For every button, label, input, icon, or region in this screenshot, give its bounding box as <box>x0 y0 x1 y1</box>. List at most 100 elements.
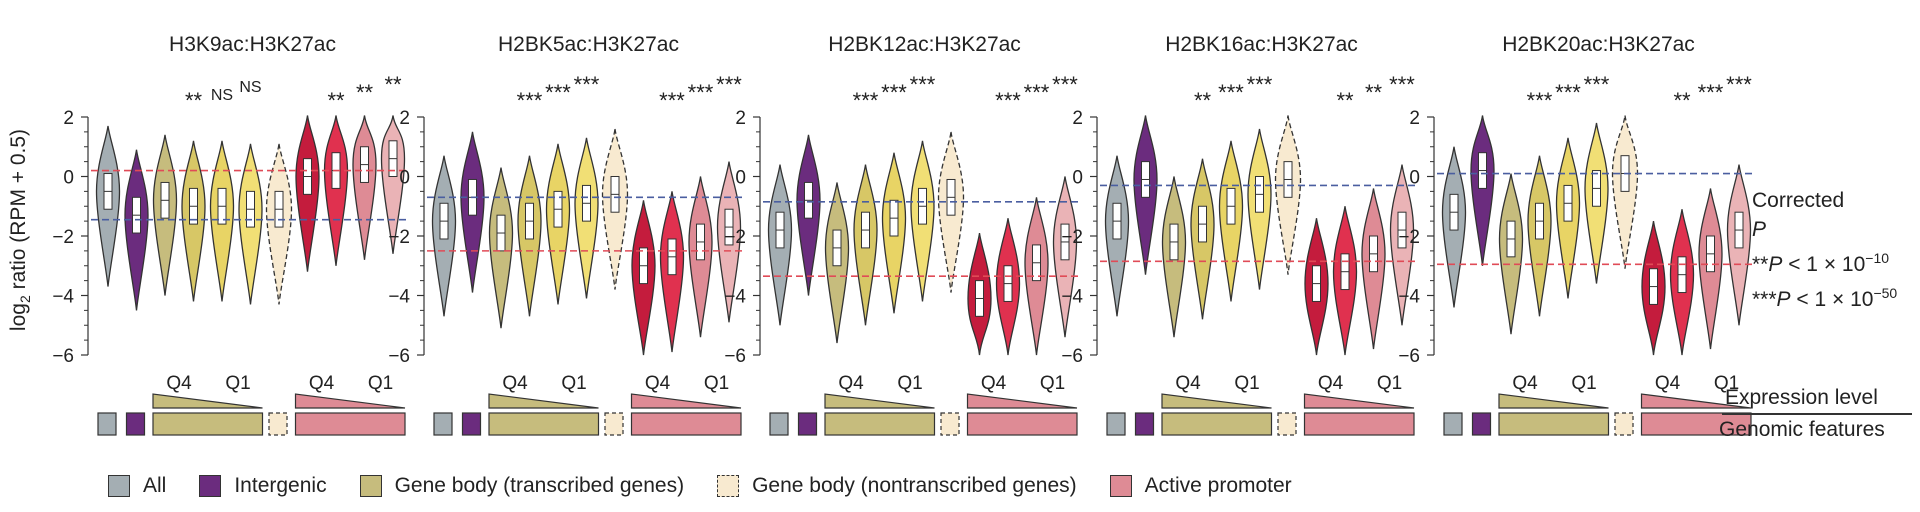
panel-title: H2BK16ac:H3K27ac <box>1165 33 1358 56</box>
expression-quartile-label: Q4 <box>1175 373 1201 394</box>
feature-box-gene-body <box>824 412 936 436</box>
feature-legend: All Intergenic Gene body (transcribed ge… <box>108 470 1325 502</box>
feature-box-all <box>769 412 789 436</box>
panel-title: H2BK5ac:H3K27ac <box>498 33 679 56</box>
significance-mark: *** <box>1527 88 1553 113</box>
feature-box-intergenic <box>461 412 482 436</box>
panel-title: H2BK12ac:H3K27ac <box>828 33 1021 56</box>
feature-box-nontranscribed <box>1614 412 1634 436</box>
feature-box-nontranscribed <box>1277 412 1297 436</box>
legend-item-intergenic: Intergenic <box>199 474 327 498</box>
y-tick-label: −2 <box>1398 227 1420 248</box>
significance-mark: NS <box>211 87 233 104</box>
significance-mark: *** <box>1052 72 1078 97</box>
legend-label-nontranscribed: Gene body (nontranscribed genes) <box>752 474 1077 497</box>
significance-mark: *** <box>688 80 714 105</box>
expression-quartile-label: Q4 <box>166 373 192 394</box>
y-tick-label: 0 <box>735 168 746 189</box>
feature-box-promoter <box>1303 412 1415 436</box>
expression-quartile-label: Q1 <box>1571 373 1596 394</box>
feature-box-promoter <box>294 412 406 436</box>
feature-box-nontranscribed <box>604 412 624 436</box>
side-label-divider <box>1722 413 1912 415</box>
expression-quartile-label: Q1 <box>1040 373 1065 394</box>
y-tick-label: −6 <box>388 346 410 367</box>
feature-box-intergenic <box>1134 412 1155 436</box>
significance-mark: *** <box>659 88 685 113</box>
y-tick-label: 0 <box>1409 168 1420 189</box>
significance-mark: *** <box>545 80 571 105</box>
y-tick-label: −2 <box>1061 227 1083 248</box>
violin-shape <box>1470 115 1495 266</box>
expression-quartile-label: Q4 <box>1318 373 1344 394</box>
legend-label-promoter: Active promoter <box>1144 474 1292 497</box>
expression-quartile-label: Q1 <box>561 373 586 394</box>
significance-legend-line3: **P < 1 × 10−10 <box>1752 250 1890 276</box>
expression-quartile-label: Q4 <box>838 373 864 394</box>
expression-quartile-label: Q4 <box>502 373 528 394</box>
significance-legend: Corrected P **P < 1 × 10−10 ***P < 1 × 1… <box>1752 186 1897 314</box>
feature-box-nontranscribed <box>268 412 288 436</box>
genomic-features-label: Genomic features <box>1719 418 1885 441</box>
y-tick-label: 0 <box>1072 168 1083 189</box>
feature-box-promoter <box>630 412 742 436</box>
significance-mark: *** <box>1218 80 1244 105</box>
significance-mark: *** <box>1726 72 1752 97</box>
panel-title: H3K9ac:H3K27ac <box>169 33 336 56</box>
expression-quartile-label: Q1 <box>368 373 393 394</box>
significance-mark: ** <box>1336 88 1354 113</box>
significance-mark: *** <box>1555 80 1581 105</box>
feature-box-all <box>433 412 453 436</box>
promoter-expression-triangle <box>966 393 1078 409</box>
significance-mark: *** <box>881 80 907 105</box>
y-tick-label: −6 <box>1061 346 1083 367</box>
violin-shape <box>352 115 377 260</box>
expression-quartile-label: Q4 <box>645 373 671 394</box>
significance-mark: ** <box>384 72 402 97</box>
feature-box-all <box>97 412 117 436</box>
expression-quartile-label: Q1 <box>897 373 922 394</box>
expression-quartile-label: Q1 <box>1234 373 1259 394</box>
significance-mark: *** <box>574 72 600 97</box>
legend-label-gene-body: Gene body (transcribed genes) <box>394 474 685 497</box>
legend-item-nontranscribed: Gene body (nontranscribed genes) <box>717 474 1077 498</box>
legend-swatch-gene-body <box>359 475 382 497</box>
significance-mark: ** <box>356 80 374 105</box>
expression-level-label: Expression level <box>1725 386 1878 409</box>
violin-shape <box>323 115 349 266</box>
legend-label-all: All <box>143 474 167 497</box>
y-tick-label: −6 <box>724 346 746 367</box>
gene-body-expression-triangle <box>824 393 935 409</box>
significance-mark: *** <box>910 72 936 97</box>
expression-quartile-label: Q1 <box>225 373 250 394</box>
y-tick-label: −4 <box>388 287 410 308</box>
expression-quartile-label: Q4 <box>1655 373 1681 394</box>
significance-mark: *** <box>716 72 742 97</box>
gene-body-expression-triangle <box>1161 393 1272 409</box>
feature-box-promoter <box>1640 412 1752 436</box>
expression-quartile-label: Q1 <box>704 373 729 394</box>
significance-mark: *** <box>1584 72 1610 97</box>
feature-box-promoter <box>966 412 1078 436</box>
feature-box-all <box>1106 412 1126 436</box>
feature-box-intergenic <box>1471 412 1492 436</box>
significance-mark: ** <box>1365 80 1383 105</box>
promoter-expression-triangle <box>1640 393 1752 409</box>
feature-box-gene-body <box>1498 412 1610 436</box>
expression-quartile-label: Q1 <box>1377 373 1402 394</box>
y-tick-label: −6 <box>1398 346 1420 367</box>
feature-box-intergenic <box>797 412 818 436</box>
y-tick-label: 2 <box>399 108 410 129</box>
expression-quartile-label: Q4 <box>1512 373 1538 394</box>
significance-mark: ** <box>1194 88 1212 113</box>
gene-body-expression-triangle <box>488 393 599 409</box>
promoter-expression-triangle <box>1303 393 1415 409</box>
significance-mark: *** <box>517 88 543 113</box>
legend-label-intergenic: Intergenic <box>234 474 327 497</box>
significance-mark: ** <box>1673 88 1691 113</box>
feature-box-all <box>1443 412 1463 436</box>
